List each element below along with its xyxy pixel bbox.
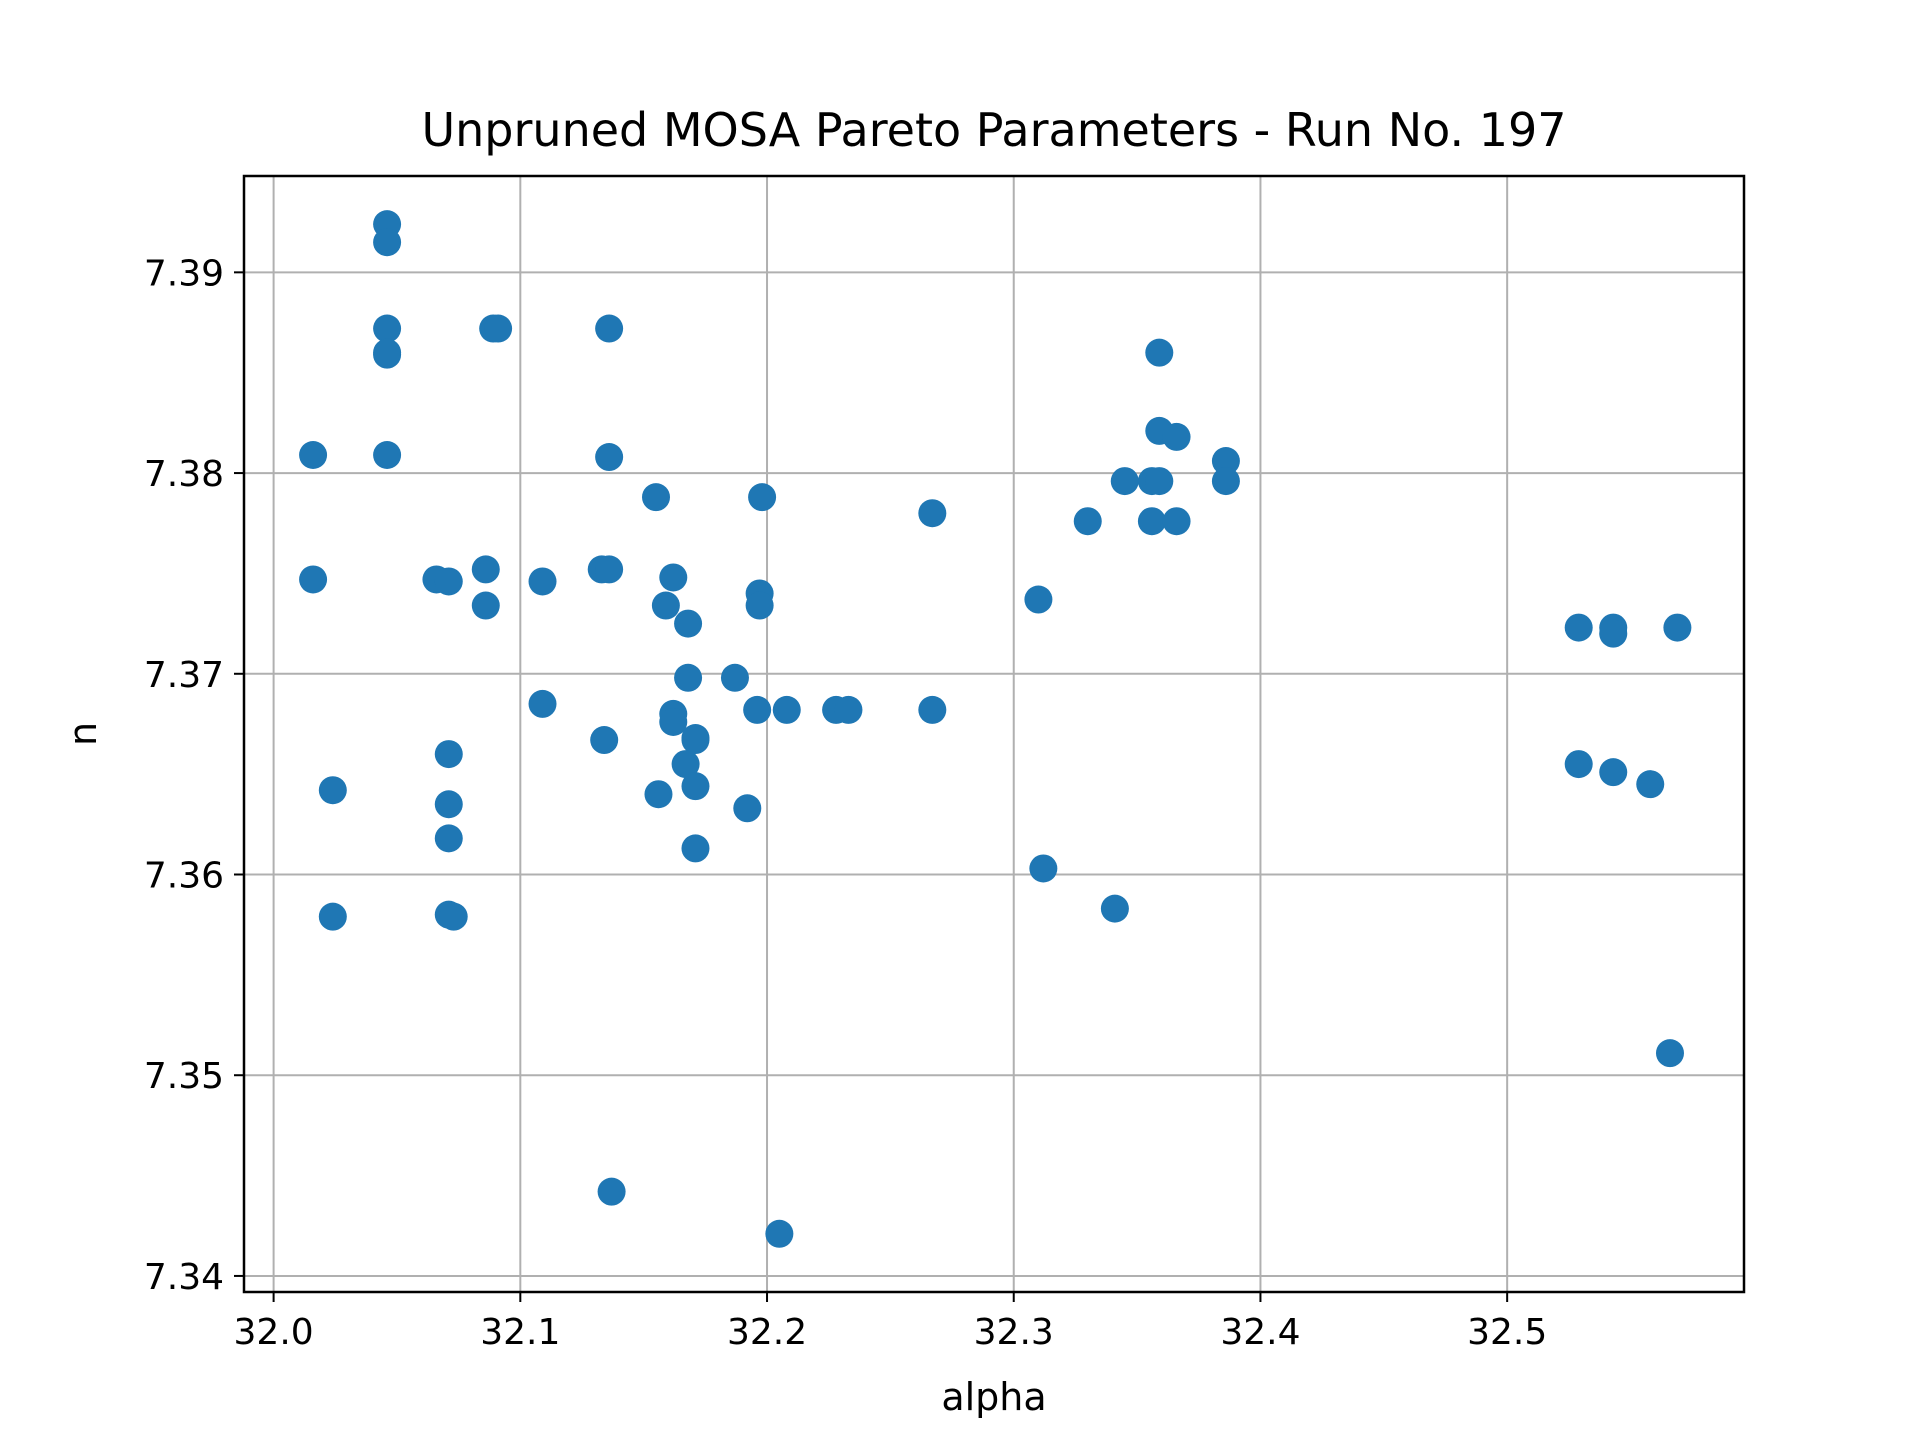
data-point [1073,507,1102,536]
data-point [373,441,402,469]
x-tick-label: 32.4 [1220,1312,1300,1353]
chart-title: Unpruned MOSA Pareto Parameters - Run No… [421,103,1566,157]
y-tick-label: 7.37 [144,655,224,696]
data-point [1162,422,1191,451]
data-point [528,689,557,718]
data-point [1564,613,1593,642]
data-point [918,695,947,724]
data-point [1564,750,1593,779]
data-point [745,591,774,620]
grid-lines [244,176,1744,1292]
data-point [595,443,624,472]
data-point [1599,619,1628,648]
data-point [1110,467,1139,496]
data-point [834,695,863,724]
data-point [434,740,463,769]
y-tick-label: 7.38 [144,454,224,495]
data-point [651,591,680,620]
data-point [659,707,688,736]
y-tick-label: 7.35 [144,1056,224,1097]
data-point [659,563,688,592]
x-tick-label: 32.5 [1467,1312,1547,1353]
data-point [434,567,463,596]
data-point [1655,1039,1684,1068]
data-point [299,565,328,594]
data-point [439,902,468,931]
data-point [743,695,772,724]
data-point [918,499,947,528]
data-point [299,441,328,469]
data-points [299,210,1692,1248]
data-point [597,1177,626,1206]
data-point [733,794,762,823]
x-tick-label: 32.1 [480,1312,560,1353]
data-point [318,776,347,805]
data-point [1024,585,1053,614]
data-point [674,663,703,692]
data-point [373,228,402,257]
data-point [1100,894,1129,923]
data-point [1599,758,1628,787]
data-point [765,1219,794,1248]
data-point [1663,613,1692,642]
data-point [1029,854,1058,883]
data-point [595,314,624,343]
data-point [748,483,777,512]
data-point [1636,770,1665,799]
x-tick-label: 32.3 [974,1312,1054,1353]
data-point [471,591,500,620]
data-point [434,824,463,853]
data-point [484,314,513,343]
x-tick-label: 32.0 [234,1312,314,1353]
data-point [471,555,500,584]
y-tick-label: 7.36 [144,856,224,897]
data-point [528,567,557,596]
data-point [642,483,671,512]
x-tick-label: 32.2 [727,1312,807,1353]
data-point [1162,507,1191,536]
data-point [1137,507,1166,536]
x-axis-label: alpha [941,1375,1046,1419]
data-point [434,790,463,819]
data-point [1145,467,1174,496]
data-point [590,726,619,755]
data-point [720,663,749,692]
data-point [1211,467,1240,496]
data-point [671,750,700,779]
plot-frame [242,174,1746,1294]
data-point [318,902,347,931]
data-point [681,772,710,801]
data-point [1211,447,1240,476]
data-point [772,695,801,724]
data-point [373,314,402,343]
y-axis-label: n [61,722,105,746]
y-tick-label: 7.34 [144,1257,224,1298]
data-point [373,338,402,367]
data-point [644,780,673,809]
data-point [681,726,710,755]
data-point [1145,338,1174,367]
data-point [681,834,710,863]
data-point [595,555,624,584]
data-point [674,609,703,638]
axis-ticks: 32.0 32.1 32.2 32.3 32.4 32.5 7.34 7.35 7.36 7.37… [144,253,1547,1353]
y-tick-label: 7.39 [144,253,224,294]
